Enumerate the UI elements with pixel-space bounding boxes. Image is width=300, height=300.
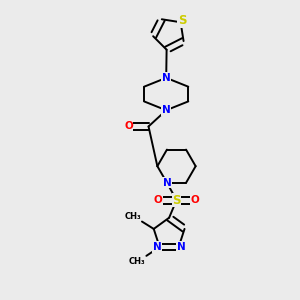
Text: S: S <box>178 14 186 27</box>
Text: O: O <box>190 195 199 205</box>
Text: N: N <box>177 242 185 252</box>
Text: CH₃: CH₃ <box>129 257 146 266</box>
Text: N: N <box>153 242 162 252</box>
Text: S: S <box>172 194 181 207</box>
Text: CH₃: CH₃ <box>124 212 141 221</box>
Text: O: O <box>124 122 133 131</box>
Text: N: N <box>162 73 171 83</box>
Text: N: N <box>163 178 171 188</box>
Text: O: O <box>154 195 163 205</box>
Text: N: N <box>162 105 171 115</box>
